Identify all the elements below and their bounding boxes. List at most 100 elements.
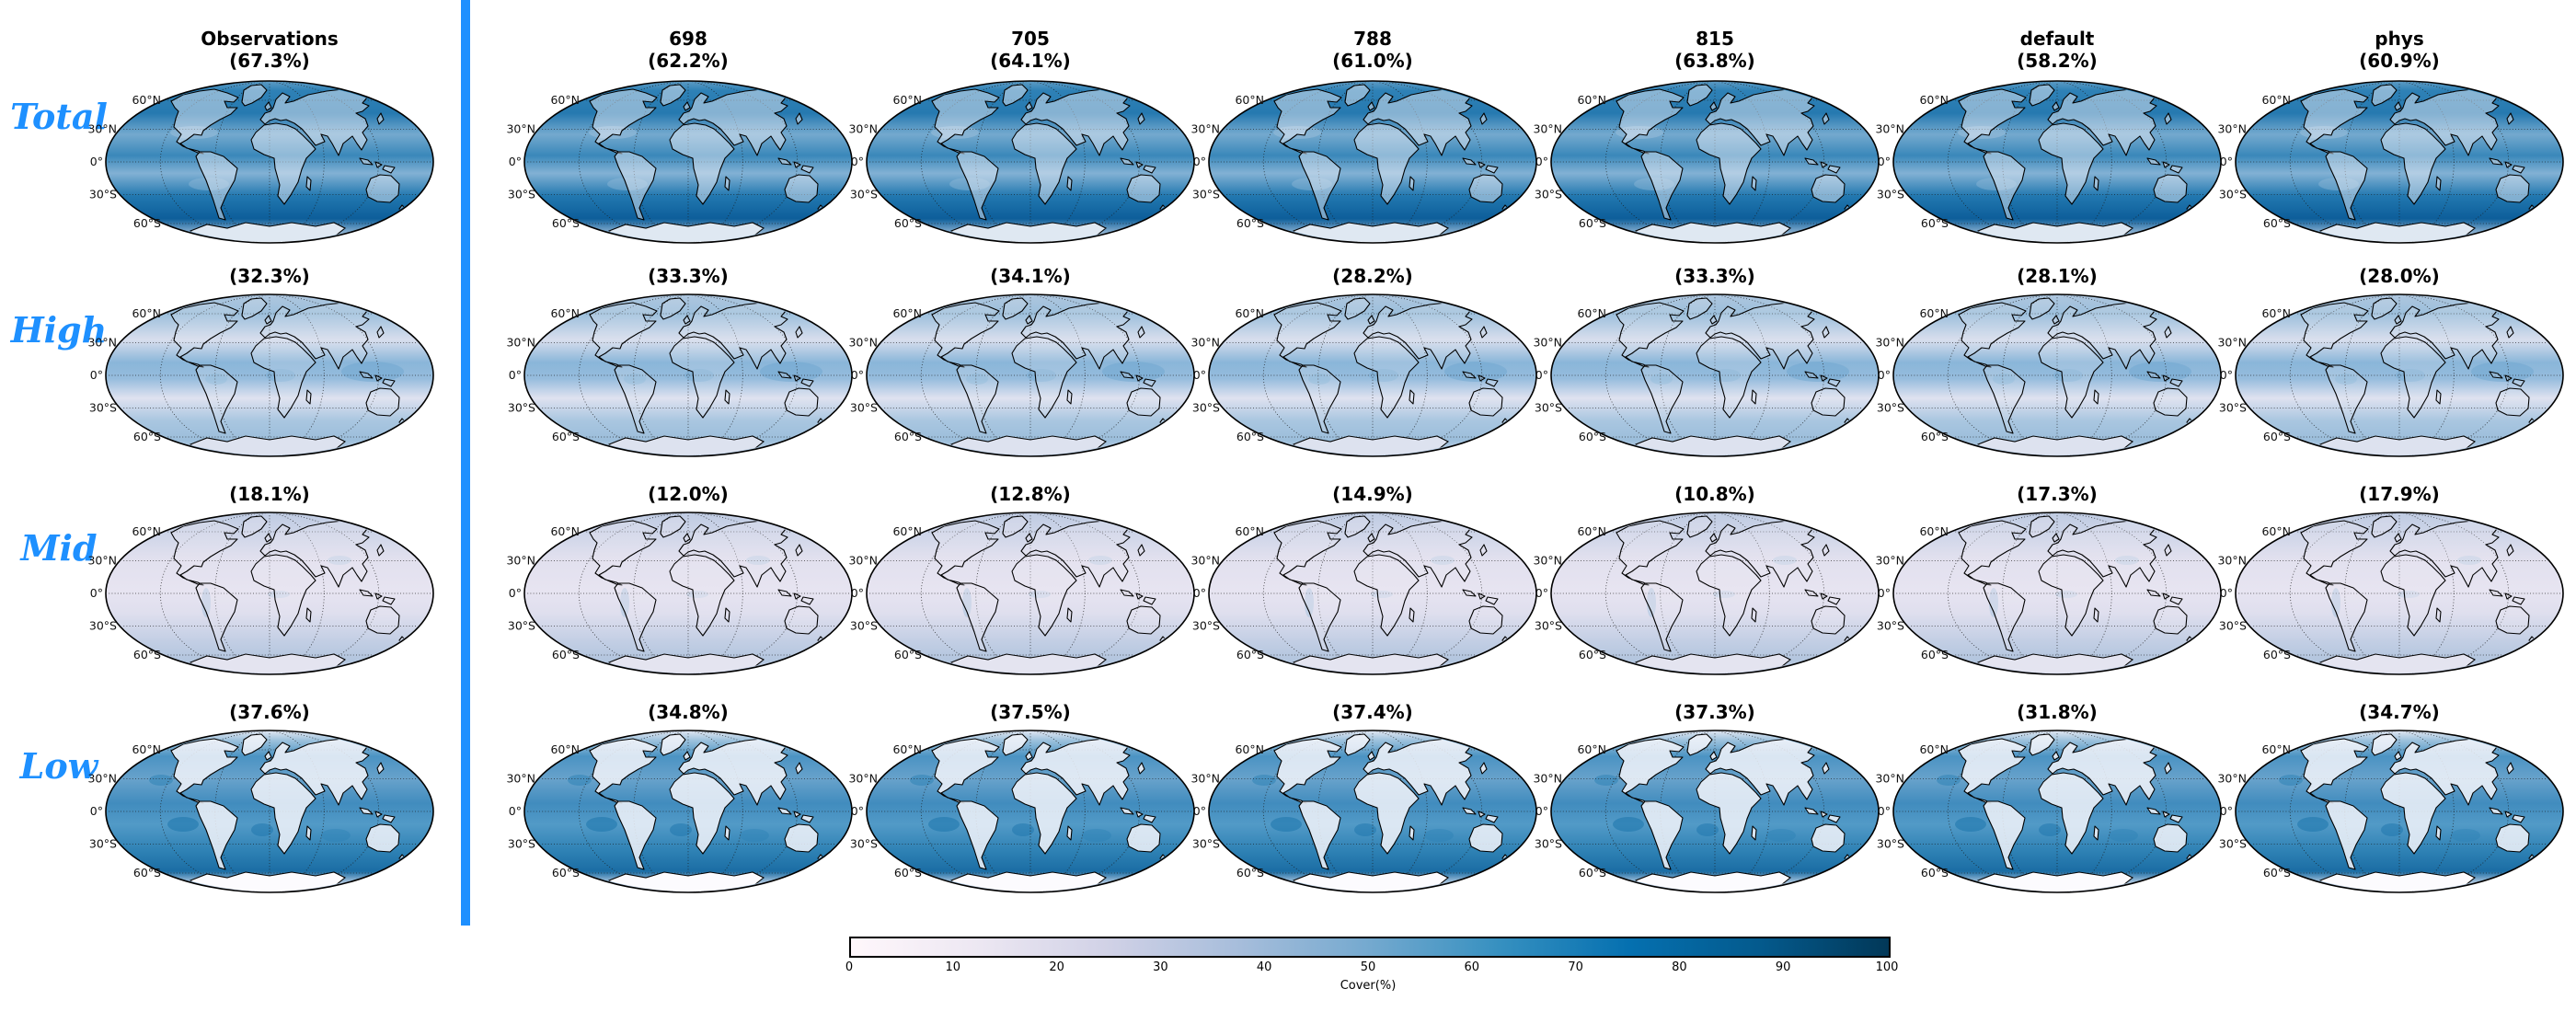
continents xyxy=(1958,515,2194,652)
lat-label-3: 30°S xyxy=(1192,837,1220,851)
continents xyxy=(1273,515,1510,652)
lat-label-2: 0° xyxy=(851,586,864,600)
mollweide-map: 60°N 30°N 0° 30°S 60°S xyxy=(1533,293,1880,457)
map-low-815: 60°N 30°N 0° 30°S 60°S xyxy=(1533,727,1886,896)
lat-label-1: 30°N xyxy=(1533,772,1562,786)
lat-label-0: 60°N xyxy=(2261,93,2291,107)
continents xyxy=(170,297,407,434)
percent-label-high-observations: (32.3%) xyxy=(229,265,310,287)
percent-label-mid-default: (17.3%) xyxy=(2017,483,2098,505)
map-boundary xyxy=(523,730,853,893)
column-header-percent-815: (63.8%) xyxy=(1674,50,1755,72)
lat-label-3: 30°S xyxy=(1535,837,1562,851)
map-ocean xyxy=(2236,294,2563,456)
lat-label-2: 0° xyxy=(1193,155,1206,168)
map-boundary xyxy=(1550,512,1880,675)
antarctica xyxy=(1977,435,2134,455)
lat-label-1: 30°N xyxy=(87,772,117,786)
lat-label-4: 60°S xyxy=(552,648,580,661)
map-total-698: 60°N 30°N 0° 30°S 60°S xyxy=(506,77,859,247)
mollweide-map: 60°N 30°N 0° 30°S 60°S xyxy=(506,730,853,893)
map-high-698: 60°N 30°N 0° 30°S 60°S xyxy=(506,291,859,460)
map-boundary xyxy=(2235,512,2564,675)
mollweide-map: 60°N 30°N 0° 30°S 60°S xyxy=(1533,730,1880,893)
antarctica xyxy=(1977,871,2134,891)
cloud-features xyxy=(1993,362,2191,385)
cloud-features xyxy=(1647,556,1797,617)
map-low-default: 60°N 30°N 0° 30°S 60°S xyxy=(1875,727,2228,896)
lat-label-3: 30°S xyxy=(1535,619,1562,633)
cloud-features xyxy=(620,556,770,617)
graticule xyxy=(1210,513,1535,673)
lat-label-1: 30°N xyxy=(2217,336,2247,350)
continents xyxy=(1616,733,1852,870)
lat-label-3: 30°S xyxy=(2219,837,2247,851)
graticule xyxy=(1210,295,1535,455)
colorbar-tick-7: 70 xyxy=(1568,960,1583,974)
mollweide-map: 60°N 30°N 0° 30°S 60°S xyxy=(2217,512,2564,675)
map-mid-phys: 60°N 30°N 0° 30°S 60°S xyxy=(2217,509,2570,678)
antarctica xyxy=(1635,222,1792,242)
lat-label-1: 30°N xyxy=(1533,554,1562,568)
cloud-features xyxy=(1305,556,1455,617)
mollweide-map: 60°N 30°N 0° 30°S 60°S xyxy=(1190,512,1537,675)
continents xyxy=(2300,297,2536,434)
lat-label-2: 0° xyxy=(509,586,522,600)
antarctica xyxy=(1293,653,1450,673)
map-boundary xyxy=(1550,80,1880,244)
lat-label-2: 0° xyxy=(90,804,103,818)
lat-label-2: 0° xyxy=(1535,586,1548,600)
colorbar-tick-0: 0 xyxy=(845,960,854,974)
colorbar-label: Cover(%) xyxy=(1340,979,1397,993)
map-boundary xyxy=(1208,730,1537,893)
lat-label-1: 30°N xyxy=(87,554,117,568)
lat-label-0: 60°N xyxy=(2261,306,2291,320)
lat-label-1: 30°N xyxy=(848,772,878,786)
lat-label-0: 60°N xyxy=(1919,306,1949,320)
lat-label-4: 60°S xyxy=(1236,430,1264,443)
map-total-815: 60°N 30°N 0° 30°S 60°S xyxy=(1533,77,1886,247)
mollweide-map: 60°N 30°N 0° 30°S 60°S xyxy=(848,512,1195,675)
graticule xyxy=(1552,295,1878,455)
lat-label-4: 60°S xyxy=(2263,430,2291,443)
colorbar-tick-8: 80 xyxy=(1672,960,1687,974)
mollweide-map: 60°N 30°N 0° 30°S 60°S xyxy=(2217,80,2564,244)
graticule xyxy=(868,513,1193,673)
graticule xyxy=(2237,513,2562,673)
lat-label-4: 60°S xyxy=(1236,866,1264,880)
lat-label-3: 30°S xyxy=(1535,188,1562,201)
mollweide-map: 60°N 30°N 0° 30°S 60°S xyxy=(848,730,1195,893)
mollweide-map: 60°N 30°N 0° 30°S 60°S xyxy=(2217,293,2564,457)
antarctica xyxy=(2319,871,2477,891)
column-divider xyxy=(461,0,470,926)
lat-label-2: 0° xyxy=(90,155,103,168)
map-boundary xyxy=(105,512,434,675)
lat-label-1: 30°N xyxy=(1875,554,1904,568)
continents xyxy=(589,515,825,652)
map-boundary xyxy=(866,730,1195,893)
lat-label-3: 30°S xyxy=(1877,837,1904,851)
map-high-default: 60°N 30°N 0° 30°S 60°S xyxy=(1875,291,2228,460)
lat-label-0: 60°N xyxy=(1235,93,1264,107)
lat-label-4: 60°S xyxy=(552,430,580,443)
lat-label-4: 60°S xyxy=(133,430,161,443)
lat-label-2: 0° xyxy=(1193,804,1206,818)
lat-label-4: 60°S xyxy=(2263,216,2291,230)
lat-label-3: 30°S xyxy=(2219,188,2247,201)
row-label-high: High xyxy=(10,309,108,351)
map-ocean xyxy=(106,294,433,456)
lat-label-2: 0° xyxy=(851,155,864,168)
lat-label-4: 60°S xyxy=(894,648,922,661)
map-boundary xyxy=(866,80,1195,244)
antarctica xyxy=(950,435,1108,455)
lat-label-3: 30°S xyxy=(1192,401,1220,415)
lat-label-1: 30°N xyxy=(1190,122,1220,136)
percent-label-mid-815: (10.8%) xyxy=(1674,483,1755,505)
lat-label-0: 60°N xyxy=(1235,306,1264,320)
map-boundary xyxy=(1208,512,1537,675)
percent-label-high-788: (28.2%) xyxy=(1332,265,1413,287)
column-header-705: 705 xyxy=(1011,28,1050,50)
lat-label-4: 60°S xyxy=(894,430,922,443)
mollweide-map: 60°N 30°N 0° 30°S 60°S xyxy=(1190,80,1537,244)
column-header-observations: Observations xyxy=(201,28,339,50)
